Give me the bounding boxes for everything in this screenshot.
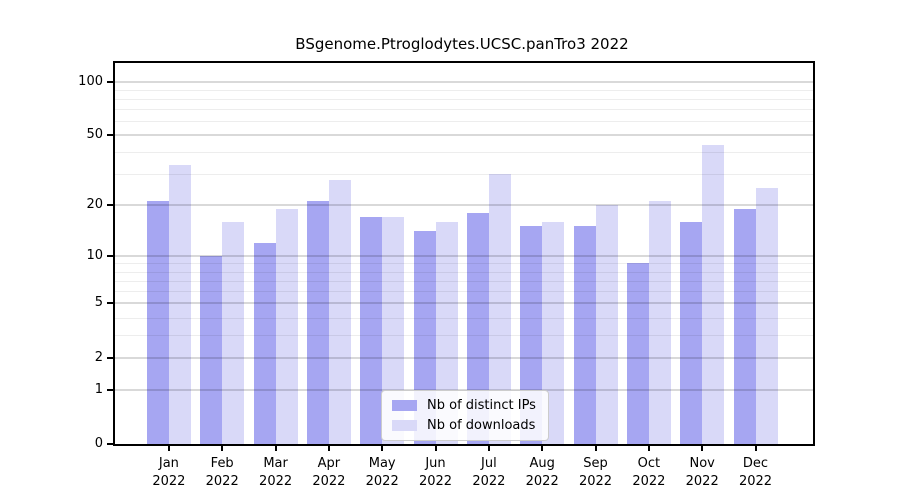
minor-gridline-70 — [115, 109, 813, 111]
legend-label-distinct-ips: Nb of distinct IPs — [427, 398, 536, 413]
downloads-bar-nov — [702, 145, 725, 444]
y-tick-label-5: 5 — [94, 295, 103, 311]
ips-bar-dec — [733, 208, 756, 444]
downloads-bar-feb — [222, 221, 245, 444]
x-tick-label-jun: Jun 2022 — [418, 456, 453, 489]
y-tick-50 — [107, 134, 113, 137]
x-tick-may — [381, 444, 384, 451]
y-tick-2 — [107, 356, 113, 359]
y-tick-5 — [107, 302, 113, 305]
major-gridline-100 — [115, 80, 813, 83]
ips-bar-jul — [466, 212, 489, 444]
downloads-bar-may — [382, 217, 405, 444]
y-tick-label-2: 2 — [94, 349, 103, 365]
downloads-bar-jan — [168, 164, 191, 444]
x-tick-jul — [487, 444, 490, 451]
downloads-bar-aug — [542, 221, 565, 444]
x-tick-nov — [701, 444, 704, 451]
y-tick-label-1: 1 — [94, 381, 103, 397]
x-tick-oct — [647, 444, 650, 451]
x-tick-label-mar: Mar 2022 — [259, 456, 293, 489]
ips-bar-aug — [520, 226, 543, 444]
major-gridline-50 — [115, 134, 813, 137]
chart-title: BSgenome.Ptroglodytes.UCSC.panTro3 2022 — [295, 35, 629, 53]
x-tick-feb — [221, 444, 224, 451]
ips-bar-may — [360, 217, 383, 444]
x-tick-label-oct: Oct 2022 — [632, 456, 666, 489]
downloads-bar-mar — [275, 208, 298, 444]
x-tick-jan — [167, 444, 170, 451]
x-tick-label-aug: Aug 2022 — [525, 456, 559, 489]
y-tick-label-0: 0 — [94, 436, 103, 451]
x-tick-label-may: May 2022 — [365, 456, 399, 489]
ips-swatch — [392, 400, 417, 411]
y-tick-20 — [107, 203, 113, 206]
downloads-swatch — [392, 420, 417, 431]
ips-bar-feb — [200, 255, 223, 444]
ips-bar-oct — [626, 263, 649, 444]
legend-item-distinct-ips: Nb of distinct IPs — [392, 398, 536, 413]
ips-bar-nov — [680, 221, 703, 444]
x-tick-apr — [327, 444, 330, 451]
x-tick-aug — [541, 444, 544, 451]
minor-gridline-60 — [115, 121, 813, 123]
x-tick-mar — [274, 444, 277, 451]
minor-gridline-80 — [115, 98, 813, 100]
x-tick-sep — [594, 444, 597, 451]
plot-area: Nb of distinct IPs Nb of downloads 0 1 2 5 1… — [78, 61, 815, 489]
legend-item-downloads: Nb of downloads — [392, 418, 536, 433]
downloads-bar-dec — [755, 188, 778, 444]
downloads-bar-apr — [328, 179, 351, 444]
ips-bar-apr — [306, 201, 329, 444]
x-tick-jun — [434, 444, 437, 451]
x-tick-label-apr: Apr 2022 — [312, 456, 346, 489]
y-tick-label-10: 10 — [86, 247, 103, 263]
downloads-bar-jun — [435, 221, 458, 444]
minor-gridline-90 — [115, 89, 813, 91]
y-tick-0 — [107, 443, 113, 445]
downloads-bar-jul — [488, 174, 511, 444]
downloads-bar-sep — [595, 204, 618, 444]
y-tick-1 — [107, 388, 113, 391]
x-tick-label-jan: Jan 2022 — [152, 456, 186, 489]
legend: Nb of distinct IPs Nb of downloads — [381, 390, 549, 441]
x-tick-label-dec: Dec 2022 — [738, 456, 773, 489]
x-tick-label-jul: Jul 2022 — [472, 456, 506, 489]
y-tick-label-20: 20 — [86, 196, 103, 212]
y-tick-label-50: 50 — [86, 127, 103, 143]
x-tick-label-sep: Sep 2022 — [578, 456, 613, 489]
ips-bar-mar — [253, 242, 276, 444]
y-tick-100 — [107, 80, 113, 83]
x-tick-label-nov: Nov 2022 — [685, 456, 719, 489]
legend-label-downloads: Nb of downloads — [427, 418, 536, 433]
y-tick-10 — [107, 254, 113, 257]
x-tick-label-feb: Feb 2022 — [205, 456, 239, 489]
x-tick-dec — [754, 444, 757, 451]
downloads-bar-oct — [648, 201, 671, 444]
ips-bar-sep — [573, 226, 596, 444]
ips-bar-jan — [146, 201, 169, 444]
y-tick-label-100: 100 — [78, 73, 103, 89]
